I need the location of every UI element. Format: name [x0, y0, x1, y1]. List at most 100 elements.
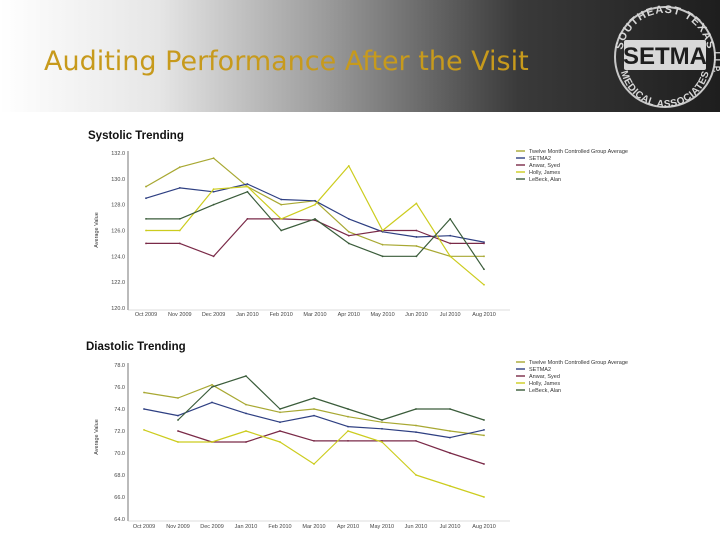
- data-point: [347, 440, 349, 442]
- data-point: [145, 197, 147, 200]
- data-point: [415, 245, 418, 247]
- series-line: [143, 401, 485, 439]
- data-point: [449, 436, 451, 439]
- data-point: [449, 234, 452, 237]
- data-point: [381, 255, 384, 258]
- series-line: [145, 157, 484, 257]
- data-point: [313, 414, 315, 417]
- series-line: [146, 165, 485, 286]
- x-tick-label: Mar 2010: [303, 312, 326, 318]
- legend-label: LeBeck, Alan: [529, 177, 561, 183]
- legend-label: Holly, James: [529, 381, 560, 387]
- diastolic-chart-title: Diastolic Trending: [86, 341, 186, 353]
- data-point: [145, 217, 147, 220]
- data-point: [449, 255, 452, 258]
- y-tick-label: 132.0: [111, 151, 125, 157]
- x-tick-label: Jun 2010: [405, 524, 428, 530]
- data-point: [178, 229, 181, 232]
- data-point: [381, 243, 384, 246]
- data-point: [347, 425, 349, 428]
- data-point: [280, 203, 283, 206]
- data-point: [313, 408, 315, 410]
- data-point: [449, 452, 451, 454]
- data-point: [381, 441, 383, 443]
- data-point: [245, 412, 247, 415]
- data-point: [211, 386, 213, 388]
- data-point: [415, 474, 417, 476]
- data-point: [313, 440, 315, 442]
- legend-label: Anwar, Syed: [529, 163, 560, 169]
- data-point: [381, 419, 383, 421]
- data-point: [449, 242, 452, 245]
- data-point: [415, 236, 418, 238]
- x-tick-label: Jun 2010: [405, 312, 428, 318]
- data-point: [212, 157, 215, 160]
- data-point: [177, 430, 179, 432]
- data-point: [313, 463, 315, 465]
- legend-label: Twelve Month Controlled Group Average: [529, 149, 628, 155]
- data-point: [314, 217, 316, 220]
- data-point: [415, 255, 418, 258]
- y-axis-label: Average Value: [94, 419, 100, 455]
- data-point: [415, 431, 417, 433]
- data-point: [245, 430, 247, 432]
- data-point: [212, 190, 215, 193]
- logo-center-text: SETMA: [623, 43, 707, 70]
- x-tick-label: Aug 2010: [472, 312, 496, 318]
- x-tick-label: Mar 2010: [302, 524, 325, 530]
- x-tick-label: Oct 2009: [133, 524, 155, 530]
- data-point: [246, 185, 249, 188]
- y-tick-label: 128.0: [111, 203, 125, 209]
- data-point: [211, 441, 213, 443]
- y-tick-label: 126.0: [111, 229, 125, 235]
- data-point: [143, 429, 145, 431]
- data-point: [347, 242, 350, 245]
- y-tick-label: 122.0: [111, 280, 125, 286]
- data-point: [347, 415, 349, 418]
- data-point: [178, 242, 181, 245]
- data-point: [145, 185, 147, 188]
- data-point: [178, 166, 181, 169]
- systolic-chart-title: Systolic Trending: [88, 130, 184, 142]
- data-point: [483, 429, 485, 431]
- y-tick-label: 68.0: [114, 473, 125, 479]
- data-point: [178, 186, 181, 189]
- data-point: [415, 408, 417, 410]
- x-tick-label: Aug 2010: [472, 524, 496, 530]
- data-point: [245, 375, 247, 377]
- series-line: [177, 430, 485, 465]
- data-point: [212, 255, 215, 258]
- x-tick-label: Dec 2009: [200, 524, 224, 530]
- data-point: [145, 242, 147, 245]
- legend-label: Twelve Month Controlled Group Average: [529, 360, 628, 366]
- data-point: [279, 430, 281, 432]
- x-tick-label: Apr 2010: [338, 312, 360, 318]
- data-point: [483, 463, 485, 465]
- data-point: [279, 411, 281, 414]
- x-tick-label: Oct 2009: [135, 312, 157, 318]
- x-tick-label: Jul 2010: [440, 524, 461, 530]
- data-point: [314, 203, 316, 206]
- page-title: Auditing Performance After the Visit: [44, 46, 529, 77]
- data-point: [246, 190, 249, 193]
- data-point: [381, 229, 384, 232]
- data-point: [381, 230, 384, 233]
- setma-logo: SOUTHEAST TEXAS MEDICAL ASSOCIATES SETMA…: [613, 4, 720, 110]
- data-point: [314, 199, 316, 202]
- data-point: [347, 165, 350, 167]
- x-tick-label: May 2010: [371, 312, 395, 318]
- data-point: [415, 229, 418, 232]
- x-tick-label: Jan 2010: [235, 524, 258, 530]
- legend-label: LeBeck, Alan: [529, 388, 561, 394]
- y-tick-label: 66.0: [114, 495, 125, 501]
- x-tick-label: Apr 2010: [337, 524, 359, 530]
- data-point: [449, 485, 451, 487]
- data-point: [449, 408, 451, 410]
- series-line: [145, 183, 485, 243]
- data-point: [347, 230, 350, 233]
- data-point: [245, 403, 247, 406]
- y-tick-label: 120.0: [111, 306, 125, 312]
- x-tick-label: Nov 2009: [166, 524, 190, 530]
- series-line: [143, 384, 485, 436]
